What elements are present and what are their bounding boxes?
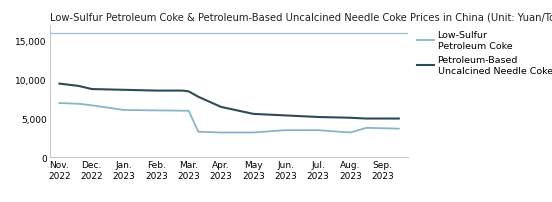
Petroleum-Based
Uncalcined Needle Coke bbox=[121, 89, 128, 92]
Petroleum-Based
Uncalcined Needle Coke bbox=[179, 90, 185, 92]
Petroleum-Based
Uncalcined Needle Coke bbox=[195, 96, 201, 99]
Low-Sulfur
Petroleum Coke bbox=[121, 109, 128, 112]
Petroleum-Based
Uncalcined Needle Coke bbox=[315, 116, 321, 119]
Low-Sulfur
Petroleum Coke bbox=[185, 110, 192, 113]
Low-Sulfur
Petroleum Coke bbox=[76, 103, 82, 105]
Petroleum-Based
Uncalcined Needle Coke bbox=[56, 83, 63, 85]
Low-Sulfur
Petroleum Coke bbox=[395, 128, 402, 130]
Legend: Low-Sulfur
Petroleum Coke, Petroleum-Based
Uncalcined Needle Coke: Low-Sulfur Petroleum Coke, Petroleum-Bas… bbox=[417, 31, 552, 75]
Line: Low-Sulfur
Petroleum Coke: Low-Sulfur Petroleum Coke bbox=[60, 103, 399, 133]
Petroleum-Based
Uncalcined Needle Coke bbox=[217, 106, 224, 108]
Low-Sulfur
Petroleum Coke bbox=[315, 129, 321, 132]
Low-Sulfur
Petroleum Coke bbox=[153, 110, 160, 112]
Low-Sulfur
Petroleum Coke bbox=[250, 132, 257, 134]
Petroleum-Based
Uncalcined Needle Coke bbox=[76, 85, 82, 88]
Text: Low-Sulfur Petroleum Coke & Petroleum-Based Uncalcined Needle Coke Prices in Chi: Low-Sulfur Petroleum Coke & Petroleum-Ba… bbox=[50, 13, 552, 23]
Petroleum-Based
Uncalcined Needle Coke bbox=[282, 115, 289, 117]
Petroleum-Based
Uncalcined Needle Coke bbox=[185, 91, 192, 93]
Low-Sulfur
Petroleum Coke bbox=[363, 127, 370, 129]
Low-Sulfur
Petroleum Coke bbox=[195, 131, 201, 133]
Petroleum-Based
Uncalcined Needle Coke bbox=[347, 117, 354, 119]
Petroleum-Based
Uncalcined Needle Coke bbox=[153, 90, 160, 92]
Low-Sulfur
Petroleum Coke bbox=[347, 132, 354, 134]
Petroleum-Based
Uncalcined Needle Coke bbox=[363, 118, 370, 120]
Petroleum-Based
Uncalcined Needle Coke bbox=[88, 88, 95, 91]
Low-Sulfur
Petroleum Coke bbox=[217, 132, 224, 134]
Line: Petroleum-Based
Uncalcined Needle Coke: Petroleum-Based Uncalcined Needle Coke bbox=[60, 84, 399, 119]
Low-Sulfur
Petroleum Coke bbox=[88, 105, 95, 107]
Petroleum-Based
Uncalcined Needle Coke bbox=[395, 118, 402, 120]
Low-Sulfur
Petroleum Coke bbox=[56, 102, 63, 105]
Low-Sulfur
Petroleum Coke bbox=[282, 129, 289, 132]
Petroleum-Based
Uncalcined Needle Coke bbox=[250, 113, 257, 116]
